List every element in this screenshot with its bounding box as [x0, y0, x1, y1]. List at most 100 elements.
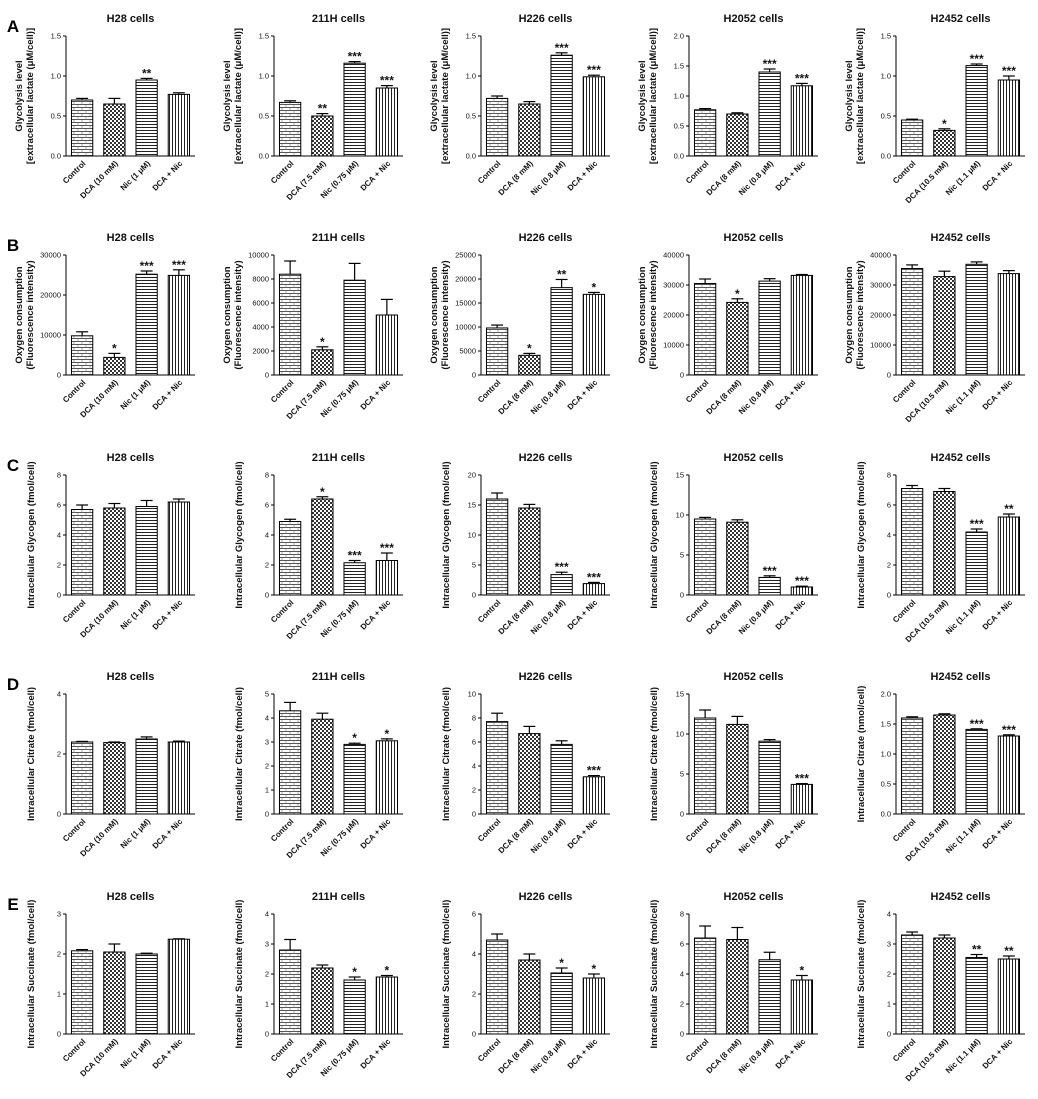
- y-tick-label: 0.5: [674, 122, 684, 131]
- bar: [70, 950, 94, 1035]
- y-tick-label: 10: [676, 511, 684, 520]
- panel-title: 211H cells: [312, 891, 365, 903]
- y-axis-label: Intracellular Glycogen (fmol/cell): [856, 461, 867, 608]
- significance-label: ***: [587, 570, 601, 584]
- y-tick-label: 0.5: [881, 780, 891, 789]
- bar: [167, 93, 191, 157]
- chart-panel-a-3: H226 cells 0.0 0.5 1.0 1.5 Glycolysis level [e…: [429, 13, 610, 197]
- chart-panel-d-4: H2052 cells 0 5 10 15 Intracellular Citrate (…: [649, 671, 818, 855]
- x-category-label: DCA + Nic: [151, 378, 185, 412]
- y-tick-label: 10: [468, 690, 476, 699]
- y-tick-label: 4: [265, 714, 269, 723]
- y-axis-label: (Fluorescence intensity): [648, 260, 659, 369]
- y-tick-label: 2000: [252, 347, 269, 356]
- y-axis-label: Oxygen consumption: [429, 266, 440, 363]
- x-category-label: DCA + Nic: [566, 598, 600, 632]
- x-category-label: Nic (0.8 μM): [529, 1037, 567, 1075]
- y-tick-label: 40000: [870, 251, 891, 260]
- x-category-label: DCA + Nic: [981, 598, 1015, 632]
- panel-title: H2452 cells: [931, 671, 991, 683]
- chart-panel-c-5: H2452 cells 0 2 4 6 8 Intracellular Glycogen (…: [856, 452, 1025, 644]
- y-tick-label: 0: [887, 371, 891, 380]
- x-category-label: DCA + Nic: [566, 817, 600, 851]
- x-category-label: DCA + Nic: [566, 159, 600, 193]
- x-category-label: DCA + Nic: [981, 817, 1015, 851]
- x-category-label: DCA + Nic: [151, 159, 185, 193]
- y-tick-label: 20000: [663, 311, 684, 320]
- y-tick-label: 0: [265, 810, 269, 819]
- chart-panel-d-3: H226 cells 0 2 4 6 8 10 Intracellular Citrate (…: [441, 671, 610, 855]
- bar: [758, 576, 781, 596]
- bar: [375, 560, 399, 596]
- chart-panel-a-4: H2052 cells 0.0 0.5 1.0 1.5 2.0 Glycolysis lev…: [637, 13, 818, 197]
- significance-label: *: [800, 964, 805, 978]
- bar: [135, 506, 158, 596]
- bar: [485, 97, 509, 157]
- significance-label: *: [320, 335, 325, 349]
- bar: [997, 735, 1021, 815]
- y-tick-label: 0: [265, 371, 269, 380]
- bar: [103, 103, 126, 157]
- panel-title: 211H cells: [312, 452, 365, 464]
- bar: [933, 937, 956, 1035]
- y-tick-label: 0: [472, 1030, 476, 1039]
- x-category-label: Nic (0.8 μM): [529, 378, 567, 416]
- y-axis-label: Oxygen consumption: [14, 266, 25, 363]
- y-axis-label: [extracellular lactate (μM/cell)]: [440, 28, 451, 164]
- x-category-label: Control: [476, 378, 502, 404]
- bar: [550, 287, 573, 376]
- y-tick-label: 15: [676, 471, 684, 480]
- bar: [933, 714, 956, 815]
- bar: [997, 79, 1021, 157]
- bar: [70, 335, 94, 376]
- panel-title: H28 cells: [107, 671, 155, 683]
- panel-title: H226 cells: [519, 671, 573, 683]
- x-category-label: Nic (0.8 μM): [737, 378, 775, 416]
- x-category-label: Control: [61, 378, 87, 404]
- y-tick-label: 0.5: [51, 112, 61, 121]
- x-category-label: Control: [269, 378, 295, 404]
- y-tick-label: 0: [265, 1030, 269, 1039]
- bar: [965, 957, 988, 1035]
- y-tick-label: 0: [680, 810, 684, 819]
- significance-label: *: [352, 731, 357, 745]
- panel-title: H2452 cells: [931, 232, 991, 244]
- bar: [167, 741, 191, 815]
- x-category-label: DCA + Nic: [359, 1037, 393, 1071]
- bar: [135, 79, 158, 157]
- chart-panel-c-3: H226 cells 0 5 10 15 20 Intracellular Glycogen…: [441, 452, 610, 636]
- chart-panel-e-1: E H28 cells 0 1 2 3 Intracellular Succinate (f…: [7, 891, 195, 1078]
- y-tick-label: 0.5: [466, 112, 476, 121]
- significance-label: ***: [795, 574, 809, 588]
- bar: [103, 507, 126, 596]
- y-tick-label: 0: [680, 371, 684, 380]
- y-axis-label: Intracellular Succinate (fmol/cell): [649, 900, 660, 1049]
- y-tick-label: 2.0: [881, 690, 891, 699]
- y-tick-label: 5: [472, 561, 476, 570]
- row-label: C: [7, 456, 19, 475]
- significance-label: *: [352, 965, 357, 979]
- bar: [997, 273, 1021, 376]
- x-category-label: DCA + Nic: [774, 1037, 808, 1071]
- chart-panel-e-3: H226 cells 0 2 4 6 Intracellular Succinate (f…: [441, 891, 610, 1075]
- bar: [900, 934, 924, 1035]
- y-tick-label: 0.5: [881, 112, 891, 121]
- chart-panel-c-2: 211H cells 0 2 4 6 8 Intracellular Glycogen (f…: [234, 452, 403, 641]
- significance-label: ***: [380, 74, 394, 88]
- bar: [726, 521, 749, 596]
- significance-label: ***: [763, 57, 777, 71]
- y-axis-label: Intracellular Glycogen (fmol/cell): [234, 461, 245, 608]
- y-tick-label: 3: [887, 940, 891, 949]
- bar: [485, 327, 509, 376]
- y-tick-label: 2: [57, 750, 61, 759]
- bar: [103, 742, 126, 815]
- y-axis-label: Intracellular Succinate (fmol/cell): [856, 900, 867, 1049]
- significance-label: ***: [1002, 723, 1016, 737]
- significance-label: ***: [970, 517, 984, 531]
- bar: [343, 562, 366, 596]
- y-tick-label: 40000: [663, 251, 684, 260]
- bar: [550, 54, 573, 157]
- x-category-label: Control: [684, 817, 710, 843]
- x-category-label: Nic (0.8 μM): [737, 817, 775, 855]
- x-category-label: Nic (0.8 μM): [529, 817, 567, 855]
